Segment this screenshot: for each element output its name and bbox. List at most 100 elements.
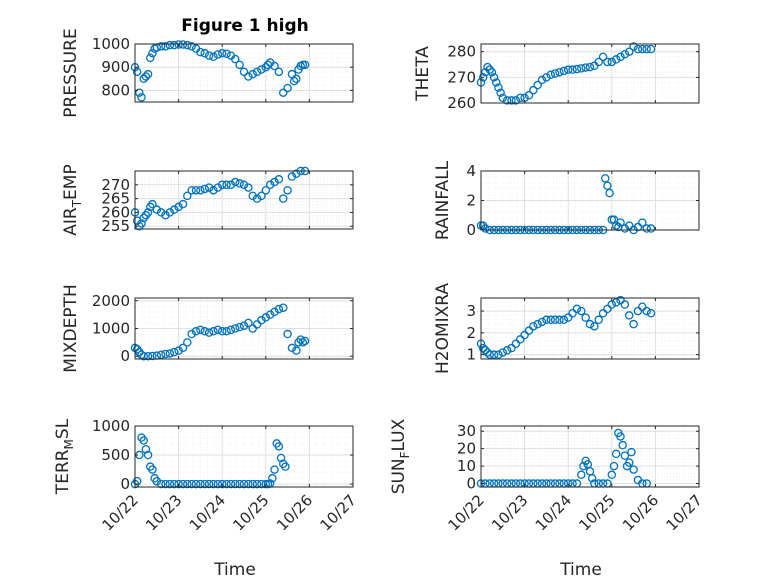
y-tick-label: 30 (457, 422, 476, 440)
data-point (248, 479, 257, 489)
y-tick-label: 3 (466, 302, 476, 320)
data-point (169, 40, 179, 50)
data-point (581, 63, 590, 72)
data-point (629, 319, 638, 329)
data-point (550, 69, 560, 78)
data-point (487, 67, 497, 77)
data-point (235, 179, 244, 188)
axes-box (134, 170, 354, 230)
data-point (222, 49, 231, 58)
data-point (624, 311, 634, 320)
x-tick-label: 10/23 (488, 491, 531, 534)
major-grid (480, 298, 700, 359)
data-point (616, 295, 625, 305)
data-series (130, 40, 310, 102)
data-point (579, 461, 588, 471)
data-point (235, 60, 244, 70)
data-point (270, 61, 279, 71)
data-point (485, 65, 494, 74)
y-tick-label: 260 (101, 203, 130, 221)
y-tick-label: 255 (101, 217, 130, 235)
data-point (200, 327, 210, 336)
data-point (204, 328, 214, 337)
y-tick-label: 2000 (92, 292, 130, 310)
data-point (222, 327, 231, 336)
data-point (222, 180, 231, 190)
data-point (533, 80, 542, 90)
data-point (603, 57, 612, 67)
data-point (616, 218, 625, 227)
subplot-7: 0 500 1000 10/22 10/23 10/24 10/25 10/26 10/27 TE… (53, 417, 360, 580)
data-point (239, 67, 249, 77)
data-point (633, 44, 643, 54)
data-point (559, 315, 569, 325)
data-point (165, 208, 175, 217)
data-point (252, 479, 262, 489)
data-point (187, 329, 196, 339)
x-tick-label: 10/25 (575, 491, 618, 534)
data-point (161, 42, 170, 51)
data-point (478, 73, 488, 82)
data-point (507, 343, 516, 353)
data-point (191, 479, 201, 489)
data-point (616, 52, 625, 62)
x-axis-label: Time (213, 560, 256, 580)
data-series (476, 42, 656, 105)
data-point (165, 479, 175, 489)
data-point (222, 479, 231, 489)
data-series (476, 428, 651, 488)
data-point (555, 315, 564, 325)
data-point (204, 479, 214, 489)
data-point (515, 335, 525, 344)
data-point (485, 350, 494, 359)
data-point (609, 461, 619, 471)
data-point (235, 322, 244, 332)
data-point (261, 62, 271, 72)
data-point (278, 88, 288, 97)
data-point (572, 64, 582, 74)
data-point (276, 453, 286, 463)
data-point (204, 183, 214, 192)
data-point (287, 343, 297, 353)
data-point (620, 50, 630, 59)
data-point (183, 338, 192, 347)
data-point (502, 96, 512, 105)
y-axis-label: PRESSURE (61, 28, 81, 117)
data-point (217, 180, 227, 190)
data-point (178, 199, 188, 209)
x-tick-label: 10/27 (317, 491, 360, 534)
data-point (226, 180, 236, 190)
data-point (287, 172, 297, 181)
data-point (165, 40, 175, 50)
data-point (620, 300, 630, 309)
data-point (132, 476, 142, 486)
data-point (196, 325, 205, 335)
subplot-5: 0 1000 2000 MIXDEPTH (61, 284, 354, 373)
y-tick-label: 0 (120, 475, 130, 493)
axes-box (480, 425, 700, 488)
data-point (577, 470, 586, 480)
data-point (148, 199, 157, 209)
axes-box (134, 425, 354, 488)
y-axis-label: RAINFALL (433, 160, 453, 240)
y-axis-label: SUNFLUX (389, 418, 412, 494)
subplot-1: 800 900 1000 PRESSURE (61, 28, 354, 118)
axes-box (480, 297, 700, 360)
data-point (261, 313, 271, 322)
y-tick-label: 1000 (92, 320, 130, 338)
data-point (161, 479, 170, 489)
data-point (611, 298, 621, 307)
data-point (169, 205, 179, 214)
data-point (577, 306, 586, 316)
axes-box (134, 43, 354, 103)
data-point (559, 66, 569, 76)
data-point (257, 315, 266, 325)
data-point (274, 304, 284, 314)
data-point (231, 324, 240, 333)
data-point (607, 57, 617, 67)
y-tick-label: 1000 (92, 35, 130, 53)
data-point (137, 93, 146, 102)
y-tick-label: 260 (447, 94, 476, 112)
data-point (598, 308, 608, 318)
